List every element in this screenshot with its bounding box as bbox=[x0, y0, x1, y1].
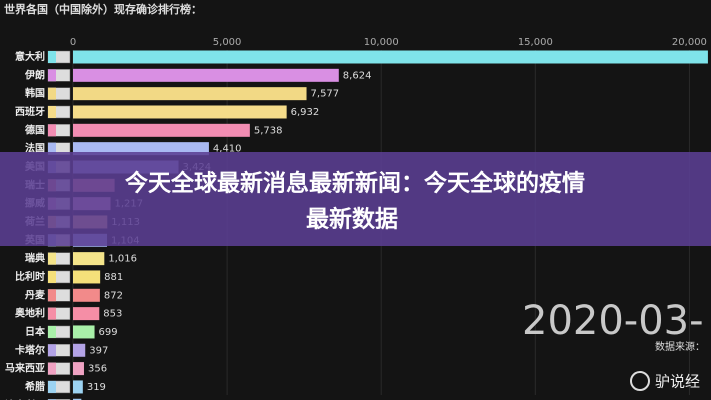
date: 2020-03- bbox=[522, 298, 704, 344]
chart-title: 世界各国（中国除外）现存确诊排行榜： bbox=[4, 2, 202, 16]
source: 数据来源： bbox=[655, 340, 705, 353]
banner-bg bbox=[0, 152, 711, 246]
value-label: 356 bbox=[88, 364, 107, 375]
value-label: 6,932 bbox=[291, 107, 320, 118]
category-label: 德国 bbox=[24, 123, 45, 136]
value-label: 319 bbox=[87, 382, 106, 393]
category-label: 奥地利 bbox=[15, 307, 45, 320]
category-label: 卡塔尔 bbox=[15, 343, 45, 356]
value-label: 881 bbox=[104, 272, 123, 283]
bar bbox=[73, 307, 100, 321]
bar bbox=[73, 380, 83, 394]
category-label: 比利时 bbox=[15, 270, 45, 283]
category-label: 丹麦 bbox=[25, 288, 46, 301]
flag-stripe bbox=[48, 51, 56, 63]
bar bbox=[73, 252, 105, 266]
category-label: 希腊 bbox=[24, 380, 45, 393]
flag-stripe bbox=[48, 307, 56, 320]
category-label: 日本 bbox=[25, 325, 46, 338]
watermark-icon bbox=[630, 371, 650, 391]
flag-stripe bbox=[48, 325, 56, 338]
x-tick-label: 10,000 bbox=[364, 37, 399, 48]
x-tick-label: 15,000 bbox=[518, 37, 553, 48]
bar bbox=[73, 398, 82, 400]
value-label: 397 bbox=[89, 345, 108, 356]
flag-stripe bbox=[48, 105, 56, 118]
value-label: 853 bbox=[103, 309, 122, 320]
flag-stripe bbox=[48, 87, 56, 100]
value-label: 7,577 bbox=[311, 89, 340, 100]
category-label: 瑞典 bbox=[25, 252, 45, 265]
x-tick-label: 0 bbox=[70, 37, 76, 48]
bar bbox=[73, 105, 287, 119]
banner-line: 今天全球最新消息最新新闻：今天全球的疫情 bbox=[125, 170, 585, 197]
value-label: 8,624 bbox=[343, 70, 372, 81]
value-label: 699 bbox=[99, 327, 118, 338]
flag-stripe bbox=[48, 362, 56, 375]
flag-stripe bbox=[48, 344, 56, 357]
category-label: 法国 bbox=[25, 142, 45, 155]
flag-stripe bbox=[48, 380, 56, 393]
banner-line: 最新数据 bbox=[306, 206, 398, 233]
bar bbox=[73, 123, 250, 137]
bar bbox=[73, 362, 84, 376]
x-tick-label: 5,000 bbox=[213, 37, 242, 48]
bar bbox=[73, 68, 339, 82]
bar bbox=[73, 142, 209, 156]
category-label: 意大利 bbox=[15, 50, 45, 63]
bar bbox=[73, 288, 100, 302]
flag-stripe bbox=[48, 69, 56, 82]
x-tick-label: 20,000 bbox=[672, 37, 707, 48]
category-label: 西班牙 bbox=[15, 105, 45, 118]
flag-stripe bbox=[48, 270, 56, 283]
category-label: 马来西亚 bbox=[5, 362, 45, 375]
category-label: 伊朗 bbox=[24, 68, 45, 81]
flag-stripe bbox=[48, 142, 56, 155]
bar bbox=[73, 50, 708, 64]
value-label: 5,738 bbox=[254, 125, 283, 136]
bar bbox=[73, 87, 307, 101]
bar bbox=[73, 343, 86, 357]
value-label: 4,410 bbox=[213, 144, 242, 155]
value-label: 1,016 bbox=[108, 254, 137, 265]
flag-stripe bbox=[48, 289, 56, 302]
category-label: 韩国 bbox=[25, 87, 45, 100]
bar bbox=[73, 325, 95, 339]
value-label: 872 bbox=[104, 290, 123, 301]
flag-stripe bbox=[48, 124, 56, 137]
bar bbox=[73, 270, 101, 284]
watermark: 驴说经 bbox=[655, 373, 700, 391]
flag-stripe bbox=[48, 252, 56, 265]
